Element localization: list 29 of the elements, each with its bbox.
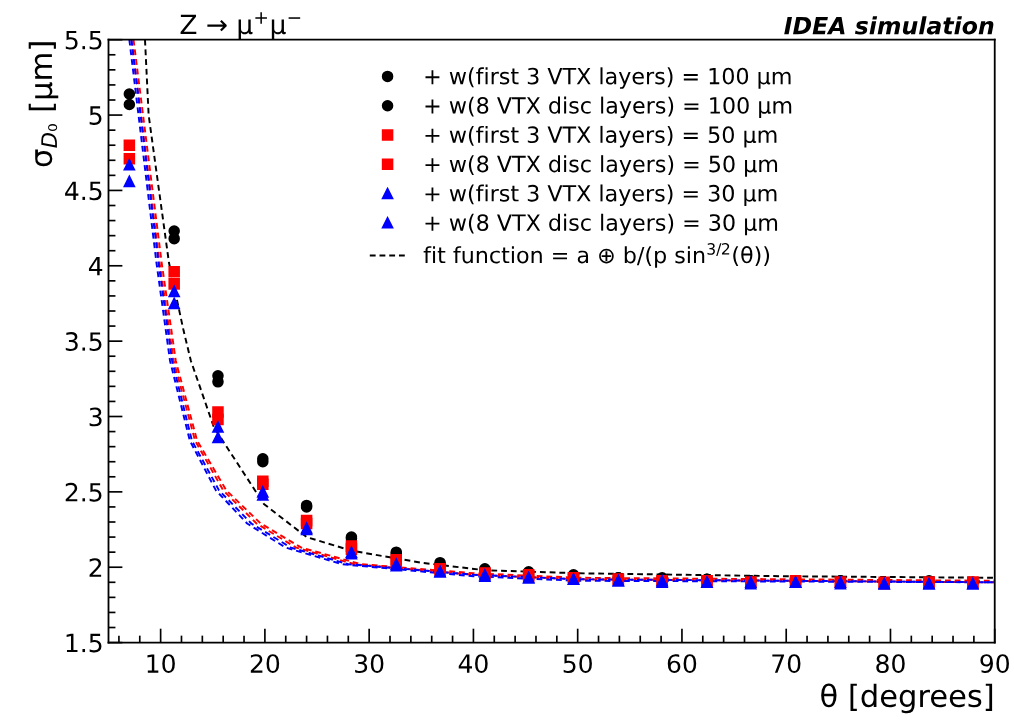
legend-label: fit function = a ⊕ b/(p sin$^{3/2}$(θ)) [423, 243, 770, 268]
y-tick-label: 2 [89, 558, 102, 577]
x-tick-label: 80 [876, 654, 905, 674]
y-tick-label: 4.5 [65, 181, 102, 201]
legend-label: + w(8 VTX disc layers) = 30 μm [425, 213, 778, 236]
legend-label: + w(8 VTX disc layers) = 100 μm [425, 96, 792, 119]
y-tick-label: 2.5 [65, 482, 102, 502]
y-tick-label: 5.5 [65, 30, 102, 50]
legend-label: + w(first 3 VTX layers) = 100 μm [425, 67, 791, 89]
x-tick-label: 10 [147, 654, 175, 674]
x-tick-label: 20 [250, 654, 280, 674]
chart-title: Z → μ$^{+}$μ$^{−}$ [180, 12, 301, 40]
x-tick-label: 30 [355, 654, 384, 674]
y-tick-label: 1.5 [66, 633, 102, 653]
x-tick-label: 90 [980, 654, 1009, 674]
legend-label: + w(first 3 VTX layers) = 30 μm [425, 184, 777, 206]
x-tick-label: 70 [772, 654, 801, 674]
x-tick-label: 50 [563, 654, 592, 674]
chart-subtitle: IDEA simulation [784, 16, 994, 35]
y-tick-label: 3.5 [65, 332, 102, 351]
legend-label: + w(first 3 VTX layers) = 50 μm [425, 125, 777, 148]
y-axis-title: σ$_{D₀}$ [μm] [28, 42, 59, 167]
x-tick-label: 60 [667, 654, 697, 674]
y-tick-label: 4 [88, 257, 103, 276]
x-tick-label: 40 [458, 654, 488, 674]
x-axis-title: θ [degrees] [821, 683, 993, 714]
legend-label: + w(8 VTX disc layers) = 50 μm [425, 155, 778, 177]
y-tick-label: 3 [89, 407, 102, 427]
y-tick-label: 5 [89, 106, 102, 125]
